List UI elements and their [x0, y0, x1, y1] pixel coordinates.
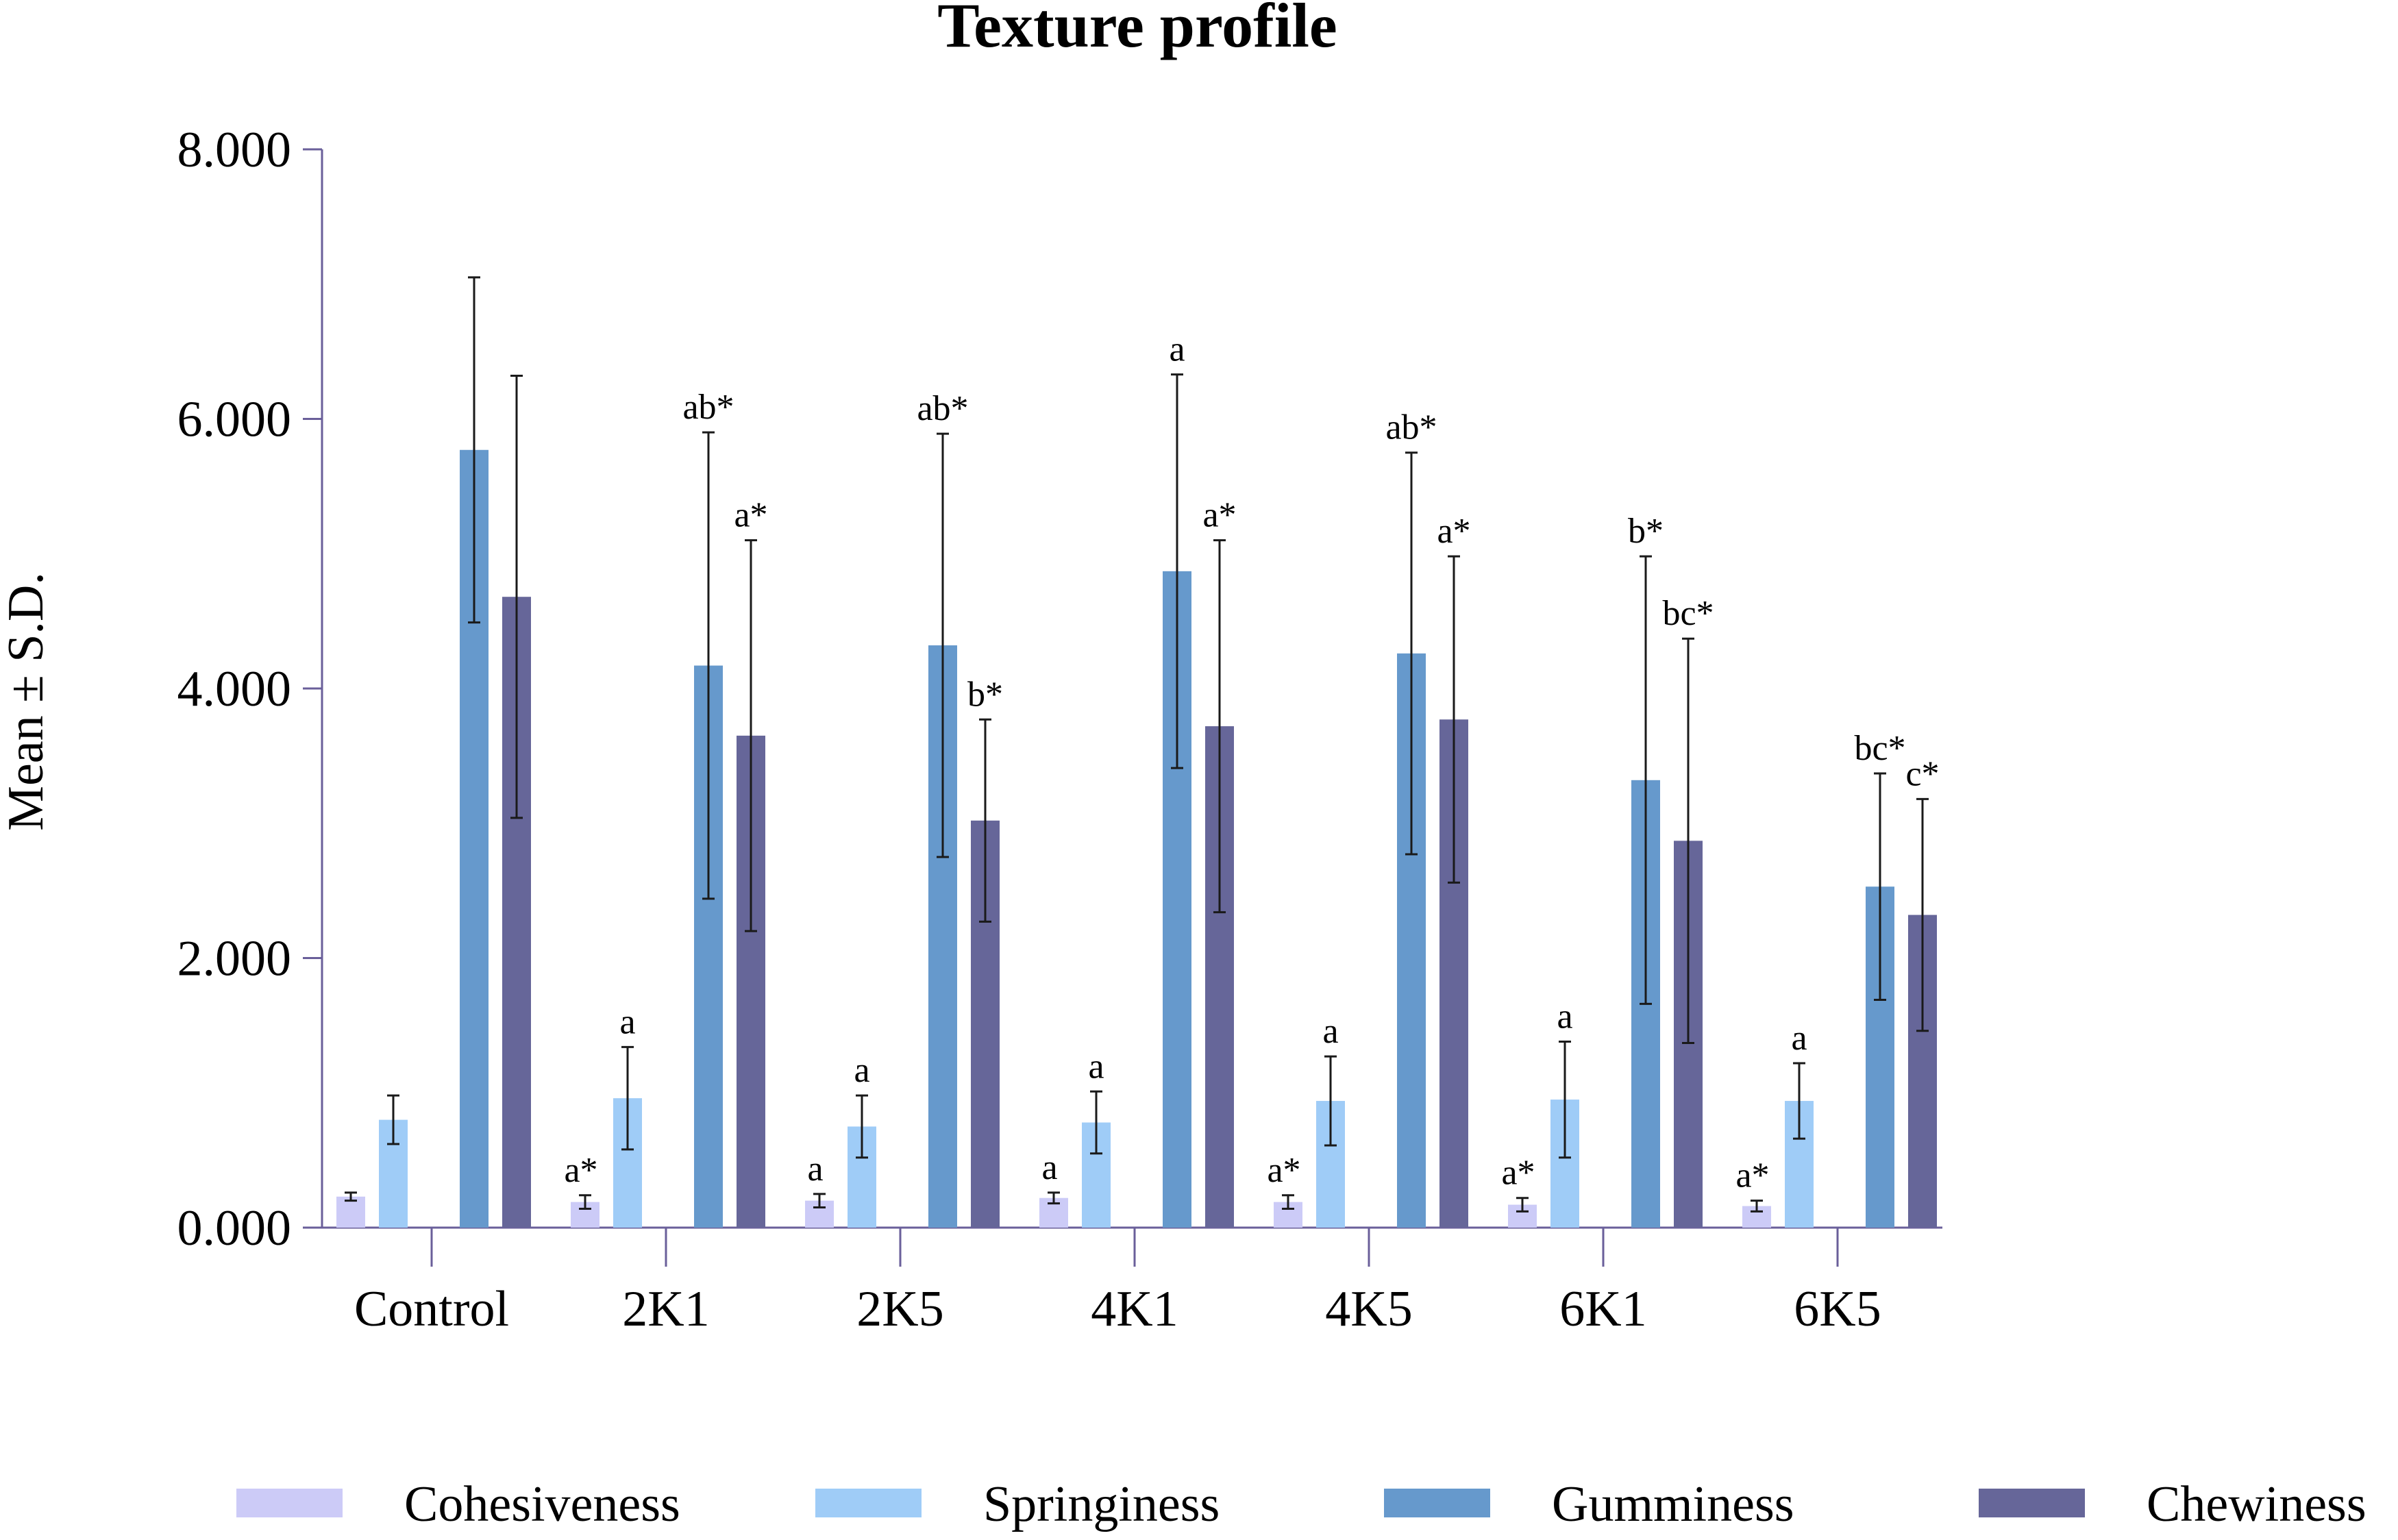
significance-label: ab*: [1385, 408, 1437, 447]
legend-label: Springiness: [983, 1476, 1220, 1532]
x-tick-label: 4K5: [1325, 1281, 1412, 1337]
significance-label: a*: [1501, 1154, 1535, 1193]
legend: Cohesiveness Springiness Gumminess Chewines…: [236, 1476, 2366, 1532]
significance-label: a: [1041, 1148, 1057, 1187]
significance-label: a*: [1267, 1151, 1300, 1190]
legend-swatch: [1384, 1489, 1490, 1517]
significance-label: a*: [1735, 1156, 1769, 1195]
significance-label: c*: [1905, 754, 1939, 793]
significance-label: bc*: [1662, 594, 1714, 633]
legend-swatch: [1979, 1489, 2085, 1517]
x-tick-label: 6K5: [1794, 1281, 1881, 1337]
chart-title: Texture profile: [937, 0, 1337, 60]
significance-label: ab*: [682, 388, 734, 427]
y-tick-label: 4.000: [177, 661, 292, 717]
y-tick-label: 6.000: [177, 392, 292, 448]
significance-label: a*: [1202, 496, 1236, 535]
significance-label: bc*: [1854, 729, 1905, 768]
y-tick-label: 0.000: [177, 1200, 292, 1256]
y-tick-label: 8.000: [177, 122, 292, 178]
x-tick-label: 2K5: [856, 1281, 943, 1337]
significance-label: a: [1169, 330, 1185, 369]
legend-swatch: [815, 1489, 922, 1517]
x-tick-label: Control: [354, 1281, 509, 1337]
x-tick-label: 4K1: [1091, 1281, 1178, 1337]
significance-label: ab*: [917, 389, 968, 428]
significance-label: b*: [1628, 512, 1664, 551]
significance-label: a: [1557, 997, 1572, 1036]
y-axis-label: Mean ± S.D.: [0, 572, 54, 831]
y-tick-label: 2.000: [177, 931, 292, 987]
x-tick-label: 6K1: [1559, 1281, 1646, 1337]
significance-label: a: [807, 1150, 823, 1189]
significance-label: a: [1791, 1019, 1807, 1058]
legend-label: Gumminess: [1552, 1476, 1794, 1532]
legend-swatch: [236, 1489, 343, 1517]
significance-label: a*: [1437, 512, 1470, 551]
legend-label: Cohesiveness: [404, 1476, 680, 1532]
significance-label: a: [1088, 1047, 1104, 1086]
legend-label: Chewiness: [2147, 1476, 2366, 1532]
significance-label: a*: [564, 1151, 597, 1190]
x-tick-label: 2K1: [622, 1281, 709, 1337]
significance-label: a*: [734, 496, 767, 535]
significance-label: a: [1322, 1012, 1338, 1051]
bar: [336, 1196, 365, 1228]
significance-label: a: [619, 1002, 635, 1041]
significance-label: b*: [967, 675, 1003, 714]
significance-label: a: [854, 1051, 869, 1090]
